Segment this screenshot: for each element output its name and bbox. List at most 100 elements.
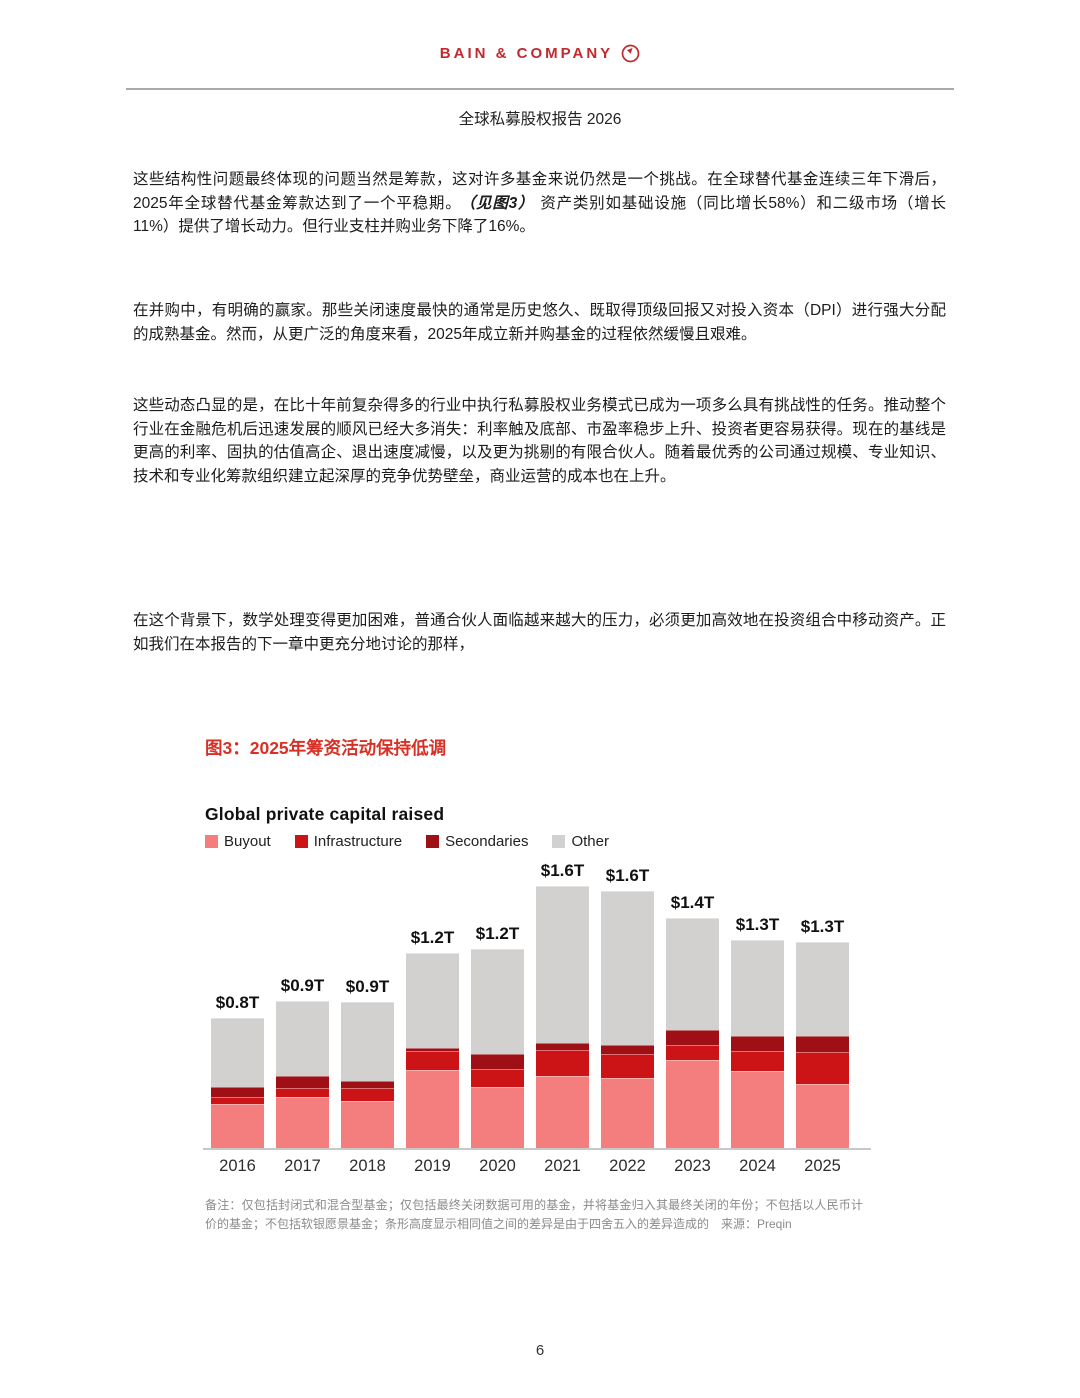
bar-segment-secondaries	[666, 1030, 719, 1045]
bar-segment-buyout	[276, 1097, 329, 1148]
bain-compass-icon	[621, 44, 640, 63]
x-axis-label-2017: 2017	[284, 1157, 321, 1175]
legend-label: Buyout	[224, 833, 271, 850]
page-number: 6	[535, 1342, 545, 1359]
bar-total-label: $1.2T	[475, 924, 520, 943]
bar-2019: $1.2T	[406, 928, 459, 1148]
bar-segment-secondaries	[211, 1087, 264, 1097]
paragraph-text: 资产类别如基础设施（同比增长58%）和二级市场（增长11%）提供了增长动力。但行…	[133, 194, 946, 236]
bar-segment-buyout	[211, 1104, 264, 1148]
bar-segment-other	[796, 942, 849, 1036]
bar-segment-other	[211, 1018, 264, 1087]
x-axis-label-2019: 2019	[414, 1157, 451, 1175]
bar-2023: $1.4T	[666, 893, 719, 1148]
bain-logo-text: BAIN & COMPANY	[439, 45, 614, 62]
bar-total-label: $1.4T	[670, 893, 715, 912]
bar-segment-other	[341, 1002, 394, 1081]
x-axis-label-2021: 2021	[544, 1157, 581, 1175]
bar-2016: $0.8T	[211, 993, 264, 1148]
paragraph-fundraising: 这些结构性问题最终体现的问题当然是筹款，这对许多基金来说仍然是一个挑战。在全球替…	[133, 168, 946, 239]
paragraph-gp-pressure: 在这个背景下，数学处理变得更加困难，普通合伙人面临越来越大的压力，必须更加高效地…	[133, 612, 946, 653]
bar-segment-secondaries	[276, 1076, 329, 1088]
x-axis-label-2022: 2022	[609, 1157, 646, 1175]
legend-item-secondaries: Secondaries	[426, 833, 528, 850]
legend-label: Secondaries	[445, 833, 529, 850]
figure-3-title: 图3：2025年筹资活动保持低调	[205, 738, 447, 758]
bar-segment-secondaries	[341, 1081, 394, 1088]
bar-segment-infrastructure	[536, 1050, 589, 1076]
bar-segment-infrastructure	[601, 1054, 654, 1078]
x-axis-label-2020: 2020	[479, 1157, 516, 1175]
bar-total-label: $0.9T	[280, 976, 325, 995]
bar-segment-infrastructure	[731, 1051, 784, 1071]
bar-total-label: $1.3T	[800, 917, 845, 936]
secondaries-swatch-icon	[426, 835, 440, 848]
bar-total-label: $1.6T	[540, 861, 585, 880]
stacked-bar-chart: $0.8T $0.9T $0.9T $1.2T $1.2T $1.6T $1.6T $1.4T…	[203, 860, 871, 1176]
chart-title: Global private capital raised	[205, 804, 445, 824]
bar-segment-secondaries	[796, 1036, 849, 1052]
bar-segment-infrastructure	[276, 1088, 329, 1097]
x-axis-label-2018: 2018	[349, 1157, 386, 1175]
bar-segment-infrastructure	[471, 1069, 524, 1087]
bar-segment-infrastructure	[796, 1052, 849, 1084]
paragraph-text: 这些结构性问题最终体现的问题当然是筹款，这对许多基金来说仍然是一个挑战。在全球替…	[133, 171, 946, 212]
bar-segment-secondaries	[601, 1045, 654, 1054]
bar-segment-buyout	[536, 1076, 589, 1148]
bar-segment-buyout	[666, 1060, 719, 1148]
bar-segment-other	[276, 1001, 329, 1076]
bar-segment-other	[536, 886, 589, 1043]
bar-2025: $1.3T	[796, 917, 849, 1148]
paragraph-buyout-winners: 在并购中，有明确的赢家。那些关闭速度最快的通常是历史悠久、既取得顶级回报又对投入…	[133, 302, 946, 343]
bar-segment-buyout	[731, 1071, 784, 1148]
bar-total-label: $0.9T	[345, 977, 390, 996]
bar-segment-infrastructure	[211, 1097, 264, 1104]
paragraph-industry-dynamics: 这些动态凸显的是，在比十年前复杂得多的行业中执行私募股权业务模式已成为一项多么具…	[133, 397, 946, 485]
bar-total-label: $0.8T	[215, 993, 260, 1012]
chart-legend: Buyout Infrastructure Secondaries Other	[205, 833, 609, 850]
bar-segment-secondaries	[471, 1054, 524, 1069]
legend-item-other: Other	[552, 833, 609, 850]
figure-reference: （见图3）	[467, 194, 535, 212]
bar-segment-other	[406, 953, 459, 1048]
infrastructure-swatch-icon	[294, 835, 308, 848]
bar-segment-buyout	[601, 1078, 654, 1148]
bar-segment-secondaries	[406, 1048, 459, 1051]
bar-2018: $0.9T	[341, 977, 394, 1148]
bar-segment-other	[601, 891, 654, 1045]
header-divider	[126, 88, 954, 90]
bar-segment-infrastructure	[666, 1045, 719, 1060]
bar-segment-secondaries	[536, 1043, 589, 1050]
bain-logo: BAIN & COMPANY	[0, 44, 1080, 63]
legend-label: Infrastructure	[313, 833, 403, 850]
bar-2017: $0.9T	[276, 976, 329, 1148]
chart-x-axis: 2016 2017 2018 2019 2020 2021 2022 2023 2024 2025	[203, 1157, 871, 1176]
bar-segment-other	[666, 918, 719, 1030]
bar-segment-infrastructure	[341, 1088, 394, 1101]
bar-2024: $1.3T	[731, 915, 784, 1148]
chart-footnote: 备注：仅包括封闭式和混合型基金；仅包括最终关闭数据可用的基金，并将基金归入其最终…	[205, 1198, 863, 1231]
bar-segment-other	[731, 940, 784, 1036]
legend-label: Other	[571, 833, 609, 850]
bar-2021: $1.6T	[536, 861, 589, 1148]
x-axis-label-2023: 2023	[674, 1157, 711, 1175]
x-axis-label-2016: 2016	[219, 1157, 256, 1175]
bar-2022: $1.6T	[601, 866, 654, 1148]
chart-plot: $0.8T $0.9T $0.9T $1.2T $1.2T $1.6T $1.6T $1.4T…	[203, 860, 871, 1150]
bar-segment-buyout	[471, 1087, 524, 1148]
x-axis-label-2024: 2024	[739, 1157, 776, 1175]
bar-segment-buyout	[341, 1101, 394, 1148]
bar-segment-buyout	[406, 1070, 459, 1148]
bar-total-label: $1.2T	[410, 928, 455, 947]
legend-item-buyout: Buyout	[205, 833, 271, 850]
bar-total-label: $1.6T	[605, 866, 650, 885]
legend-item-infrastructure: Infrastructure	[294, 833, 403, 850]
bar-segment-other	[471, 949, 524, 1054]
x-axis-label-2025: 2025	[804, 1157, 841, 1175]
bar-segment-buyout	[796, 1084, 849, 1148]
report-title: 全球私募股权报告 2026	[458, 111, 622, 128]
bar-segment-infrastructure	[406, 1051, 459, 1070]
bar-segment-secondaries	[731, 1036, 784, 1051]
buyout-swatch-icon	[205, 835, 218, 848]
